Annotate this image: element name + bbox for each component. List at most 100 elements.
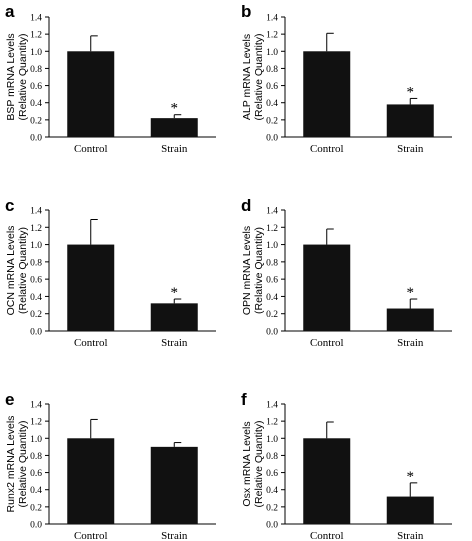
significance-marker: * [171,101,179,117]
y-axis-label-line: (Relative Quantity) [17,227,29,314]
y-tick-label: 1.0 [266,435,278,445]
y-tick-label: 0.4 [266,486,278,496]
y-tick-label: 1.4 [266,401,278,411]
y-axis-label: ALP mRNA Levels(Relative Quantity) [241,34,265,121]
y-axis-label-line: ALP mRNA Levels [241,34,253,120]
y-tick-label: 0.6 [266,82,278,92]
bar-control [303,438,351,524]
y-tick-label: 1.2 [266,31,278,41]
y-tick-label: 1.0 [266,48,278,58]
y-tick-label: 0.4 [266,293,278,303]
y-tick-label: 0.0 [266,328,278,338]
y-tick-label: 0.8 [266,452,278,462]
y-tick-label: 1.4 [30,14,42,24]
y-tick-label: 0.2 [266,503,278,513]
significance-marker: * [407,84,415,100]
y-axis-label-line: Runx2 mRNA Levels [5,416,17,513]
panel-letter: c [5,196,14,215]
bar-strain [386,104,434,137]
bar-strain [150,303,198,331]
y-tick-label: 1.4 [266,207,278,217]
significance-marker: * [407,469,415,485]
x-category-label: Control [74,530,108,541]
y-axis-label-line: (Relative Quantity) [17,34,29,121]
y-tick-label: 0.8 [266,65,278,75]
y-axis-label-line: (Relative Quantity) [253,34,265,121]
x-category-label: Control [74,337,108,349]
y-tick-label: 0.0 [30,521,42,531]
y-tick-label: 0.0 [30,328,42,338]
y-tick-label: 0.0 [266,521,278,531]
y-tick-label: 0.2 [266,310,278,320]
y-tick-label: 1.0 [30,435,42,445]
x-category-label: Strain [397,143,424,155]
y-tick-label: 1.0 [30,48,42,58]
y-tick-label: 0.0 [266,134,278,144]
y-tick-label: 1.0 [266,241,278,251]
panel-letter: f [241,390,247,409]
y-tick-label: 1.0 [30,241,42,251]
y-tick-label: 1.4 [30,207,42,217]
x-category-label: Control [310,337,344,349]
y-axis-label: OPN mRNA Levels(Relative Quantity) [241,226,265,315]
y-axis-label-line: OCN mRNA Levels [5,226,17,316]
y-tick-label: 0.6 [266,469,278,479]
y-tick-label: 0.2 [266,116,278,126]
y-tick-label: 0.6 [30,276,42,286]
y-tick-label: 0.0 [30,134,42,144]
bar-control [67,51,115,137]
x-category-label: Strain [161,143,188,155]
y-tick-label: 1.2 [30,418,42,428]
y-axis-label-line: BSP mRNA Levels [5,33,17,120]
x-category-label: Strain [161,337,188,349]
bar-control [67,438,115,524]
y-tick-label: 1.2 [266,418,278,428]
y-axis-label: Osx mRNA Levels(Relative Quantity) [241,421,265,508]
x-category-label: Strain [397,530,424,541]
y-tick-label: 0.4 [266,99,278,109]
y-tick-label: 0.2 [30,116,42,126]
bar-strain [386,308,434,331]
bar-strain [150,118,198,137]
y-tick-label: 0.6 [30,469,42,479]
y-axis-label-line: Osx mRNA Levels [241,421,253,506]
panel-letter: b [241,2,251,21]
y-tick-label: 0.8 [266,258,278,268]
panel-letter: e [5,390,14,409]
y-tick-label: 0.4 [30,486,42,496]
y-axis-label: BSP mRNA Levels(Relative Quantity) [5,33,29,120]
y-tick-label: 0.8 [30,452,42,462]
y-tick-label: 0.8 [30,65,42,75]
y-tick-label: 1.2 [30,31,42,41]
significance-marker: * [171,285,179,301]
y-tick-label: 1.2 [266,224,278,234]
significance-marker: * [407,285,415,301]
x-category-label: Strain [161,530,188,541]
y-tick-label: 1.4 [30,401,42,411]
x-category-label: Control [74,143,108,155]
y-axis-label-line: (Relative Quantity) [253,227,265,314]
bar-strain [386,496,434,524]
x-category-label: Control [310,530,344,541]
y-axis-label: OCN mRNA Levels(Relative Quantity) [5,226,29,316]
y-tick-label: 0.4 [30,99,42,109]
bar-strain [150,446,198,524]
y-axis-label: Runx2 mRNA Levels(Relative Quantity) [5,416,29,513]
y-tick-label: 0.2 [30,310,42,320]
y-tick-label: 1.2 [30,224,42,234]
bar-control [303,244,351,331]
y-tick-label: 0.2 [30,503,42,513]
y-axis-label-line: (Relative Quantity) [17,421,29,508]
y-tick-label: 0.6 [266,276,278,286]
bar-control [67,244,115,331]
y-tick-label: 1.4 [266,14,278,24]
panel-letter: a [5,2,15,21]
y-tick-label: 0.8 [30,258,42,268]
